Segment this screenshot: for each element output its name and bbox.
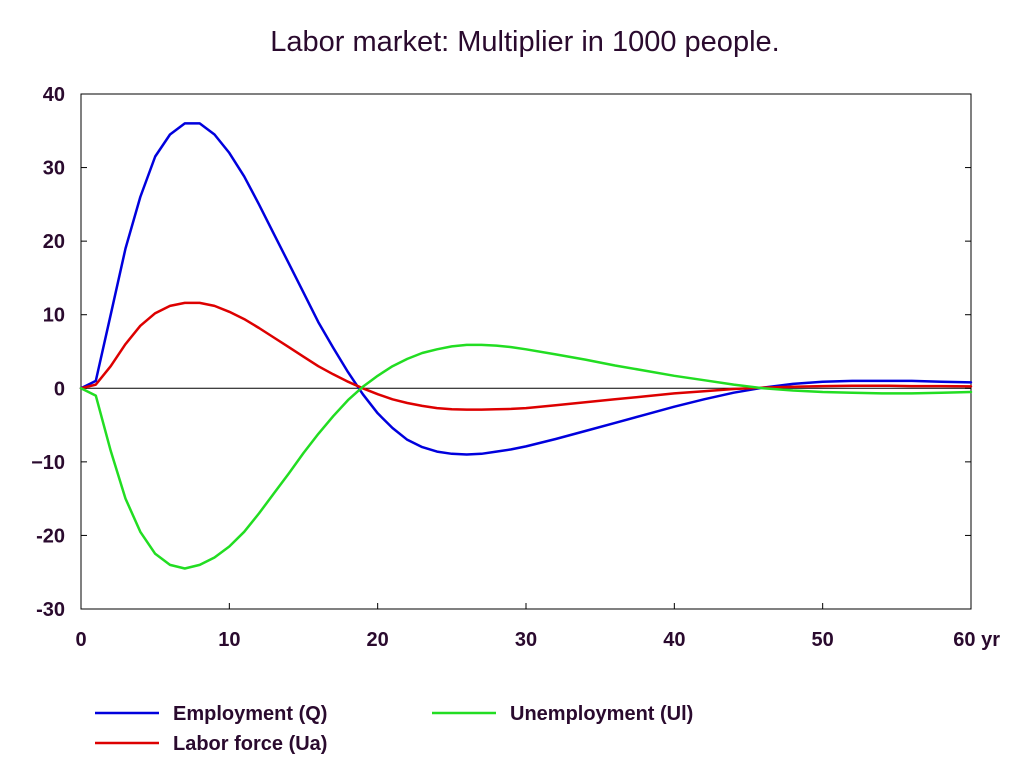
chart-title: Labor market: Multiplier in 1000 people. [270,26,779,58]
x-tick-label: 0 [75,629,86,651]
plot-frame [80,93,972,610]
x-tick-label: 10 [218,629,240,651]
legend-label: Employment (Q) [173,703,327,725]
legend-label: Unemployment (Ul) [510,703,693,725]
x-tick-label: 40 [663,629,685,651]
x-tick-label: 20 [367,629,389,651]
y-tick-label: -20 [36,525,65,547]
y-tick-label: 20 [43,231,65,253]
y-tick-label: 0 [54,378,65,400]
x-tick-label: 50 [812,629,834,651]
x-tick-label: 30 [515,629,537,651]
y-tick-label: 30 [43,158,65,180]
y-tick-label: 40 [43,84,65,106]
series-line-1 [79,122,973,456]
y-tick-label: 10 [43,305,65,327]
y-tick-label: -30 [36,599,65,621]
legend-label: Labor force (Ua) [173,733,327,755]
series-line-2 [79,301,973,411]
series-line-3 [79,343,973,570]
x-tick-label: 60 yr [953,629,1000,651]
y-tick-label: −10 [31,452,65,474]
